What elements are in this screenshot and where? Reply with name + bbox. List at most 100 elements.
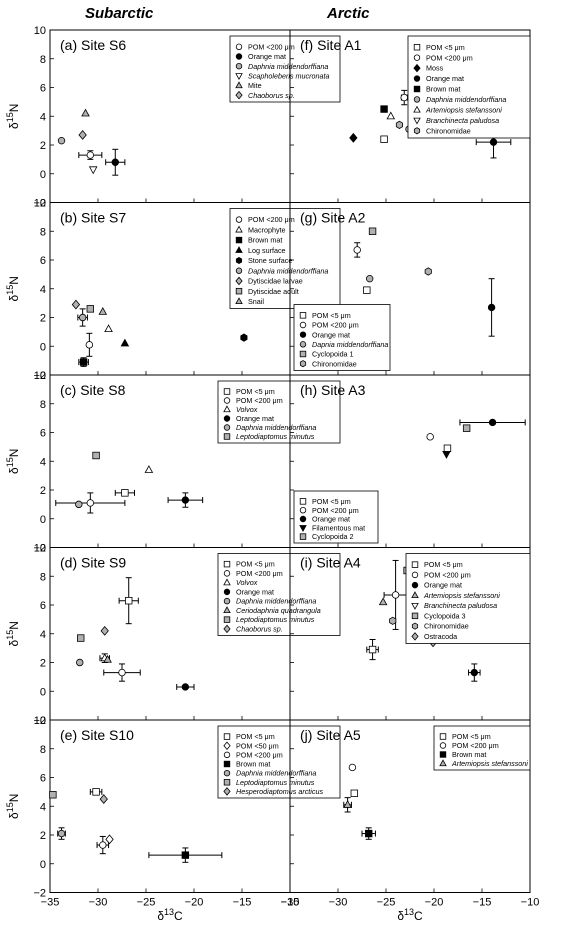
- data-point-mite: [81, 108, 90, 117]
- panel-a-title: (a) Site S6: [60, 37, 126, 53]
- data-point-pom-5-m: [368, 645, 377, 654]
- data-point-pom-5-m: [92, 788, 100, 796]
- y-axis-label-superscript: 15: [5, 802, 15, 812]
- legend-label-brown-mat: Brown mat: [248, 236, 282, 245]
- legend-marker-pom-5-m: [299, 312, 307, 319]
- legend-marker-daphnia-middendorffiana: [413, 96, 421, 103]
- x-tick-label: −20: [425, 897, 444, 909]
- legend-label-mite: Mite: [248, 81, 262, 90]
- legend-label-orange-mat: Orange mat: [312, 330, 350, 339]
- y-tick-label: 2: [40, 658, 46, 670]
- legend-marker-chaoborus-sp: [235, 90, 243, 100]
- x-axis-label-superscript: 13: [404, 907, 414, 917]
- data-point-leptodiaptomus-minutus: [92, 451, 100, 460]
- data-point-dapnia-middendorffiana: [365, 274, 374, 283]
- legend-marker-daphnia-middendorffiana: [235, 62, 243, 70]
- y-tick-label: 6: [40, 600, 46, 612]
- data-point-pom-5-m: [350, 789, 359, 798]
- legend-marker-pom-5-m: [439, 733, 447, 740]
- x-tick-label: −25: [137, 897, 156, 909]
- panel-j: −35 −30 −25 −20 −15 −10 (j) Site A5 POM <5 μmPO…: [281, 719, 540, 909]
- x-axis-label-symbol: δ: [157, 909, 164, 923]
- data-point-pom-200-m: [85, 341, 94, 349]
- legend-label-brown-mat: Brown mat: [426, 85, 460, 94]
- panel-i-title: (i) Site A4: [300, 555, 361, 571]
- y-tick-label: 8: [40, 571, 46, 583]
- y-tick-label: 10: [34, 198, 46, 210]
- legend-marker-chironomidae: [411, 622, 419, 630]
- y-axis-label: δ15N: [5, 794, 21, 819]
- data-point-daphnia-middendorffiana: [75, 500, 83, 509]
- data-point-chironomidae: [395, 120, 403, 129]
- legend-marker-stone-surface: [235, 256, 243, 265]
- y-tick-label: 10: [34, 370, 46, 382]
- y-tick-label: 0: [40, 341, 46, 353]
- legend-marker-pom-5-m: [223, 733, 231, 740]
- legend-label-daphnia-middendorffiana: Daphnia middendorffiana: [248, 266, 328, 275]
- legend-marker-chironomidae: [299, 360, 307, 368]
- legend-marker-pom-200-m: [223, 397, 231, 404]
- data-point-scapholeberis-mucronata: [88, 166, 98, 175]
- y-tick-label: 2: [40, 485, 46, 497]
- legend-marker-brown-mat: [223, 760, 231, 768]
- y-tick-label: 6: [40, 83, 46, 95]
- y-axis-label-element: N: [7, 104, 21, 113]
- legend-label-chironomidae: Chironomidae: [312, 359, 357, 368]
- data-point-pom-5-m: [380, 135, 388, 143]
- data-point-hesperodiaptomus-arcticus: [99, 794, 108, 804]
- legend-label-pom-200-m: POM <200 μm: [452, 741, 499, 750]
- data-point-pom-5-m: [125, 596, 133, 605]
- data-point-brown-mat: [365, 829, 373, 838]
- data-point-log-surface: [120, 338, 130, 347]
- legend-marker-scapholeberis-mucronata: [235, 73, 243, 81]
- legend-label-daphnia-middendorffiana: Daphnia middendorffiana: [236, 423, 316, 432]
- legend-label-pom-200-m: POM <200 μm: [426, 53, 473, 62]
- legend-label-orange-mat: Orange mat: [426, 74, 464, 83]
- legend-label-macrophyte: Macrophyte: [248, 225, 286, 234]
- legend-label-ceriodaphnia-quadrangula: Ceriodaphnia quadrangula: [236, 606, 321, 615]
- x-axis-label-element: C: [414, 909, 423, 923]
- legend-label-orange-mat: Orange mat: [236, 414, 274, 423]
- legend-marker-macrophyte: [235, 225, 243, 233]
- legend-marker-pom-200-m: [299, 507, 307, 514]
- y-axis-label: δ15N: [5, 449, 21, 474]
- legend-label-artemiopsis-stefanssoni: Artemiopsis stefanssoni: [451, 759, 528, 768]
- data-point-pom-5-m: [443, 444, 452, 453]
- legend-label-brown-mat: Brown mat: [452, 750, 486, 759]
- y-axis-label: δ15N: [5, 621, 21, 646]
- legend-marker-brown-mat: [413, 85, 421, 93]
- y-tick-label: 4: [40, 629, 46, 641]
- legend-label-pom-5-m: POM <5 μm: [312, 311, 351, 320]
- legend-marker-orange-mat: [413, 75, 421, 82]
- x-tick-label: −15: [473, 897, 492, 909]
- panel-c-title: (c) Site S8: [60, 382, 126, 398]
- x-tick-label: −10: [521, 897, 540, 909]
- data-point-pom-200-m: [400, 93, 408, 102]
- legend-marker-pom-50-m: [223, 741, 231, 750]
- legend-label-pom-200-m: POM <200 μm: [312, 321, 359, 330]
- legend-label-pom-50-m: POM <50 μm: [236, 741, 279, 750]
- data-point-filamentous-mat: [442, 451, 451, 459]
- x-axis-label-superscript: 13: [164, 907, 174, 917]
- data-point-pom-200-m: [353, 246, 361, 254]
- legend-marker-branchinecta-paludosa: [411, 602, 419, 610]
- y-tick-label: 8: [40, 399, 46, 411]
- legend-label-artemiopsis-stefanssoni: Artemiopsis stefanssoni: [425, 105, 502, 114]
- data-point-brown-mat: [79, 358, 88, 366]
- legend-label-daphnia-middendorffiana: Daphnia middendorffiana: [236, 769, 316, 778]
- y-tick-label: 0: [40, 514, 46, 526]
- y-axis-label-symbol: δ: [7, 639, 21, 646]
- legend-label-artemiopsis-stefanssoni: Artemiopsis stefanssoni: [423, 591, 500, 600]
- legend-label-orange-mat: Orange mat: [312, 515, 350, 524]
- legend-marker-pom-5-m: [413, 44, 421, 51]
- legend-marker-cyclopoida-2: [299, 533, 307, 540]
- legend-label-leptodiaptomus-minutus: Leptodiaptomus minutus: [236, 432, 315, 441]
